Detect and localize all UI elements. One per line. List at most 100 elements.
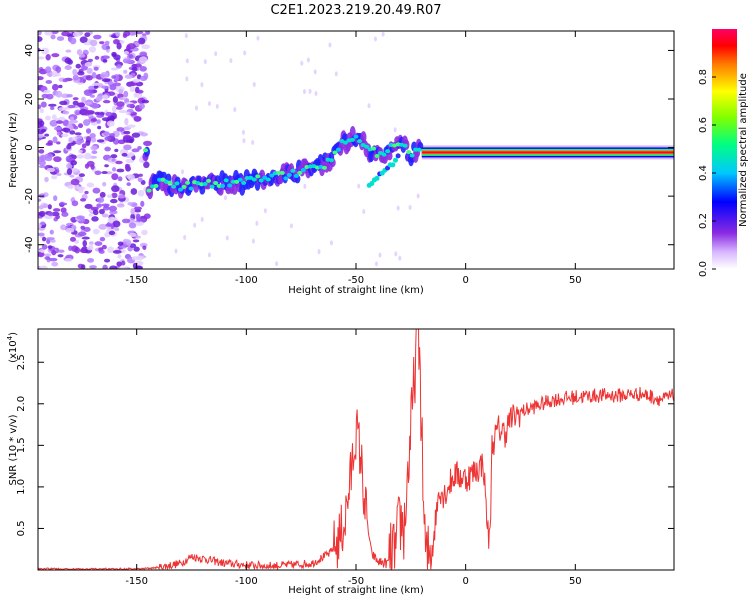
ridge-core-mark — [371, 146, 377, 151]
noise-mark — [132, 262, 138, 269]
noise-mark — [263, 208, 267, 214]
noise-mark — [111, 51, 117, 57]
scale-exponent: 4 — [6, 335, 14, 340]
ridge-core-mark — [216, 183, 222, 188]
noise-mark — [133, 206, 142, 211]
ridge-core-mark — [297, 170, 303, 175]
noise-mark — [357, 183, 361, 189]
noise-mark — [128, 31, 137, 36]
noise-mark — [38, 232, 45, 237]
ridge-core-mark — [406, 149, 412, 154]
noise-mark — [126, 124, 136, 128]
ridge-core-mark — [342, 140, 348, 145]
noise-mark — [112, 249, 122, 254]
noise-mark — [130, 208, 136, 215]
ridge-core-mark — [353, 134, 359, 139]
noise-mark — [46, 93, 54, 100]
noise-mark — [87, 258, 95, 263]
noise-mark — [76, 154, 84, 159]
noise-mark — [300, 60, 304, 66]
noise-mark — [408, 204, 412, 210]
noise-mark — [78, 149, 83, 153]
noise-mark — [94, 241, 103, 246]
spectrogram-ticks: -150 -100 -50 0 50 -40 -20 0 20 40 — [24, 31, 674, 286]
noise-mark — [46, 237, 55, 241]
noise-mark — [329, 240, 333, 246]
noise-mark — [94, 55, 100, 60]
noise-mark — [38, 251, 45, 258]
chart-title: C2E1.2023.219.20.49.R07 — [270, 3, 441, 18]
noise-mark — [194, 105, 198, 111]
ridge-core-mark — [258, 178, 264, 183]
noise-mark — [126, 104, 134, 108]
noise-mark — [114, 227, 120, 232]
noise-mark — [51, 83, 59, 91]
noise-mark — [102, 59, 108, 63]
noise-mark — [123, 144, 132, 151]
noise-mark — [112, 96, 119, 103]
noise-mark — [72, 100, 79, 106]
noise-mark — [117, 176, 123, 182]
noise-mark — [51, 261, 59, 267]
noise-mark — [39, 265, 48, 269]
noise-mark — [185, 76, 189, 82]
noise-mark — [69, 174, 75, 178]
noise-mark — [233, 107, 237, 113]
noise-mark — [251, 139, 255, 145]
noise-mark — [84, 203, 93, 209]
noise-mark — [81, 236, 90, 240]
noise-mark — [111, 173, 119, 181]
noise-mark — [123, 90, 129, 98]
ridge-core-mark — [321, 165, 327, 170]
noise-mark — [116, 203, 125, 208]
noise-mark — [54, 169, 60, 173]
noise-mark — [85, 74, 93, 81]
colorbar-gradient — [712, 29, 737, 269]
noise-mark — [112, 82, 121, 87]
noise-mark — [89, 94, 95, 98]
noise-mark — [93, 84, 99, 89]
noise-mark — [44, 133, 50, 137]
noise-mark — [114, 148, 119, 153]
noise-mark — [39, 221, 46, 226]
noise-mark — [91, 137, 97, 143]
ridge-core-mark — [293, 173, 299, 178]
colorbar-tick-label: 0.2 — [698, 213, 709, 229]
band-core — [421, 151, 674, 154]
noise-mark — [118, 194, 126, 199]
ridge-core-mark — [213, 181, 219, 186]
noise-mark — [138, 173, 143, 177]
noise-mark — [306, 57, 310, 63]
noise-mark — [111, 192, 118, 199]
noise-mark — [41, 47, 49, 55]
noise-mark — [96, 114, 104, 118]
y-tick-label: 20 — [24, 93, 35, 106]
noise-mark — [101, 55, 110, 60]
noise-mark — [38, 137, 42, 141]
noise-mark — [77, 71, 85, 76]
noise-mark — [141, 229, 148, 236]
noise-mark — [76, 215, 85, 220]
ridge-branch-mark — [369, 181, 375, 187]
noise-mark — [41, 236, 47, 242]
noise-mark — [110, 198, 118, 204]
x-tick-label: -50 — [348, 576, 364, 587]
noise-mark — [104, 146, 112, 152]
noise-mark — [99, 236, 106, 242]
noise-mark — [132, 239, 140, 243]
noise-mark — [140, 218, 147, 222]
y-tick-label: -20 — [24, 188, 35, 204]
noise-mark — [313, 69, 317, 75]
noise-mark — [38, 205, 44, 210]
ridge-core-mark — [255, 174, 261, 179]
noise-mark — [256, 35, 260, 41]
noise-mark — [103, 131, 110, 137]
noise-mark — [66, 93, 73, 98]
noise-mark — [101, 78, 111, 83]
noise-mark — [51, 249, 57, 256]
ridge-core-mark — [206, 178, 212, 183]
noise-mark — [334, 71, 338, 77]
y-tick-label: -40 — [24, 237, 35, 253]
noise-mark — [38, 133, 44, 139]
noise-mark — [84, 190, 89, 195]
